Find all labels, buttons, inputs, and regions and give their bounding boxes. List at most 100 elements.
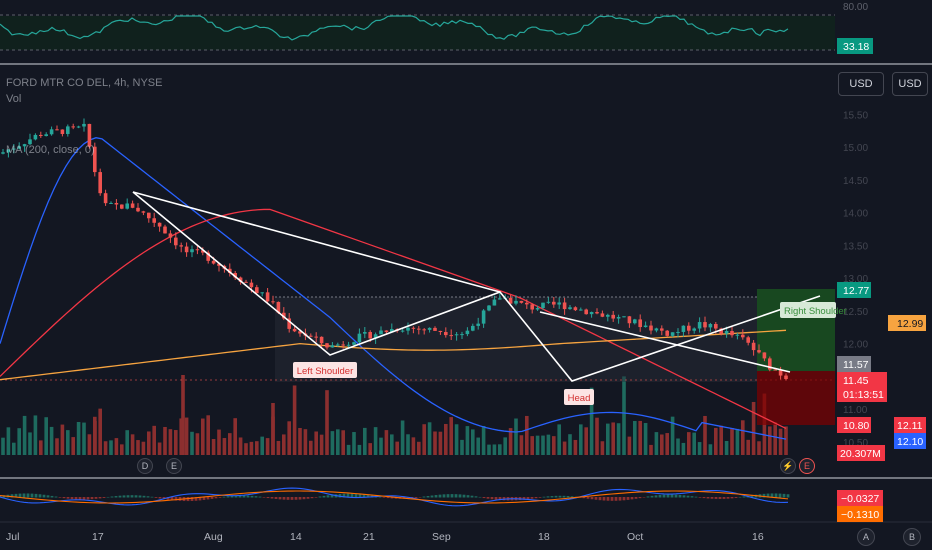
volume-bar	[568, 434, 572, 455]
candle-body	[157, 222, 162, 227]
macd-bar	[562, 495, 566, 498]
earnings-marker[interactable]: E	[166, 458, 182, 474]
volume-bar	[773, 421, 777, 455]
candle-body	[276, 301, 281, 313]
candle-body	[589, 312, 594, 315]
macd-bar	[622, 497, 626, 501]
currency-button-1[interactable]: USD	[838, 72, 884, 96]
earnings-marker-2[interactable]: E	[799, 458, 815, 474]
macd-bar	[566, 496, 570, 498]
candle-body	[368, 332, 372, 339]
log-scale-button[interactable]: B	[903, 528, 921, 546]
stop-zone	[757, 371, 835, 425]
split-icon[interactable]: ⚡	[780, 458, 796, 474]
macd-bar	[582, 497, 586, 499]
volume-bar	[282, 434, 286, 455]
signal-line	[0, 490, 789, 504]
candle-body	[33, 134, 38, 140]
macd-bar	[210, 497, 214, 499]
volume-bar	[98, 408, 102, 455]
macd-bar	[786, 494, 790, 498]
volume-bar	[649, 444, 653, 455]
volume-bar	[714, 427, 718, 455]
volume-bar	[181, 375, 185, 455]
volume-bar	[373, 427, 378, 455]
macd-bar	[306, 497, 310, 499]
candle-body	[93, 146, 97, 173]
candle-body	[687, 325, 691, 331]
head-label: Head	[564, 389, 594, 405]
volume-bar	[255, 441, 259, 455]
currency-button-2[interactable]: USD	[892, 72, 928, 96]
head-and-shoulders-pattern[interactable]	[132, 191, 821, 382]
volume-bar	[778, 428, 783, 455]
volume-bar	[157, 442, 162, 455]
candle-body	[357, 333, 362, 343]
macd-bar	[190, 497, 194, 501]
y-tick-label: 13.50	[843, 241, 868, 252]
candle-body	[292, 328, 297, 332]
x-tick-label: Sep	[432, 531, 451, 543]
volume-bar	[93, 421, 97, 455]
volume-bar	[314, 431, 318, 455]
macd-bar	[314, 497, 318, 498]
macd-bar	[66, 497, 70, 499]
volume-bar	[346, 444, 351, 455]
candle-body	[373, 334, 378, 339]
time-axis: Jul 17 Aug 14 21 Sep 18 Oct 16	[6, 531, 764, 543]
macd-bar	[606, 497, 610, 501]
volume-bar	[174, 430, 178, 455]
y-tick-label: 10.50	[843, 438, 868, 449]
candle-body	[260, 292, 264, 294]
candle-body	[211, 260, 216, 264]
macd-bar	[522, 497, 526, 500]
candle-body	[735, 334, 740, 336]
macd-bar	[734, 497, 738, 498]
candle-body	[730, 330, 734, 336]
candle-body	[271, 301, 275, 303]
macd-bar	[86, 497, 90, 500]
volume-bar	[201, 418, 205, 455]
candle-body	[39, 134, 43, 137]
candle-body	[12, 148, 16, 150]
candle-body	[449, 335, 453, 337]
candle-body	[206, 252, 210, 261]
volume-bar	[260, 436, 264, 455]
candle-body	[66, 126, 70, 134]
macd-bar	[18, 493, 22, 498]
candle-body	[282, 312, 286, 319]
candle-body	[665, 330, 669, 336]
candle-body	[244, 281, 248, 283]
candle-body	[778, 370, 783, 376]
volume-bar	[589, 387, 594, 455]
svg-text:MA (200, close, 0): MA (200, close, 0)	[6, 144, 95, 156]
macd-bar	[330, 494, 334, 498]
candle-body	[708, 324, 713, 328]
volume-bar	[481, 425, 486, 455]
candle-body	[606, 314, 610, 317]
volume-bar	[670, 416, 675, 455]
volume-bar	[449, 417, 453, 455]
auto-scale-button[interactable]: A	[857, 528, 875, 546]
macd-bar	[58, 497, 62, 498]
candle-body	[125, 203, 129, 209]
dividend-marker[interactable]: D	[137, 458, 153, 474]
candle-body	[649, 325, 653, 331]
macd-bar	[586, 497, 590, 499]
volume-bar	[708, 444, 713, 455]
candle-body	[768, 358, 772, 370]
macd-bar	[170, 497, 174, 501]
macd-bar	[226, 496, 230, 498]
candle-body	[568, 307, 572, 310]
neckline	[132, 191, 501, 293]
macd-bar	[694, 496, 698, 498]
volume-bar	[735, 428, 740, 455]
macd-bar	[422, 496, 426, 498]
candle-body	[552, 301, 556, 305]
candle-body	[346, 344, 351, 346]
macd-bar	[222, 496, 226, 498]
candle-body	[249, 282, 254, 288]
macd-bar	[766, 493, 770, 498]
macd-bar	[274, 497, 278, 499]
